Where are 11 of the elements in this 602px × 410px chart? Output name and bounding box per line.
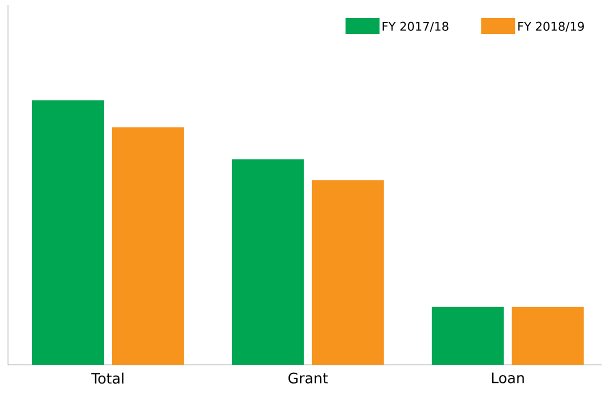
bar [312,180,384,365]
bar [32,100,104,365]
bar [512,306,584,365]
bar [232,159,304,365]
bar [112,127,184,365]
x-tick-label: Grant [288,372,328,384]
x-tick-label: Loan [492,372,524,384]
x-tick-label: Total [91,372,124,384]
legend-label: FY 2017/18 [382,22,448,32]
bar [432,306,504,365]
legend-label: FY 2018/19 [518,22,584,32]
